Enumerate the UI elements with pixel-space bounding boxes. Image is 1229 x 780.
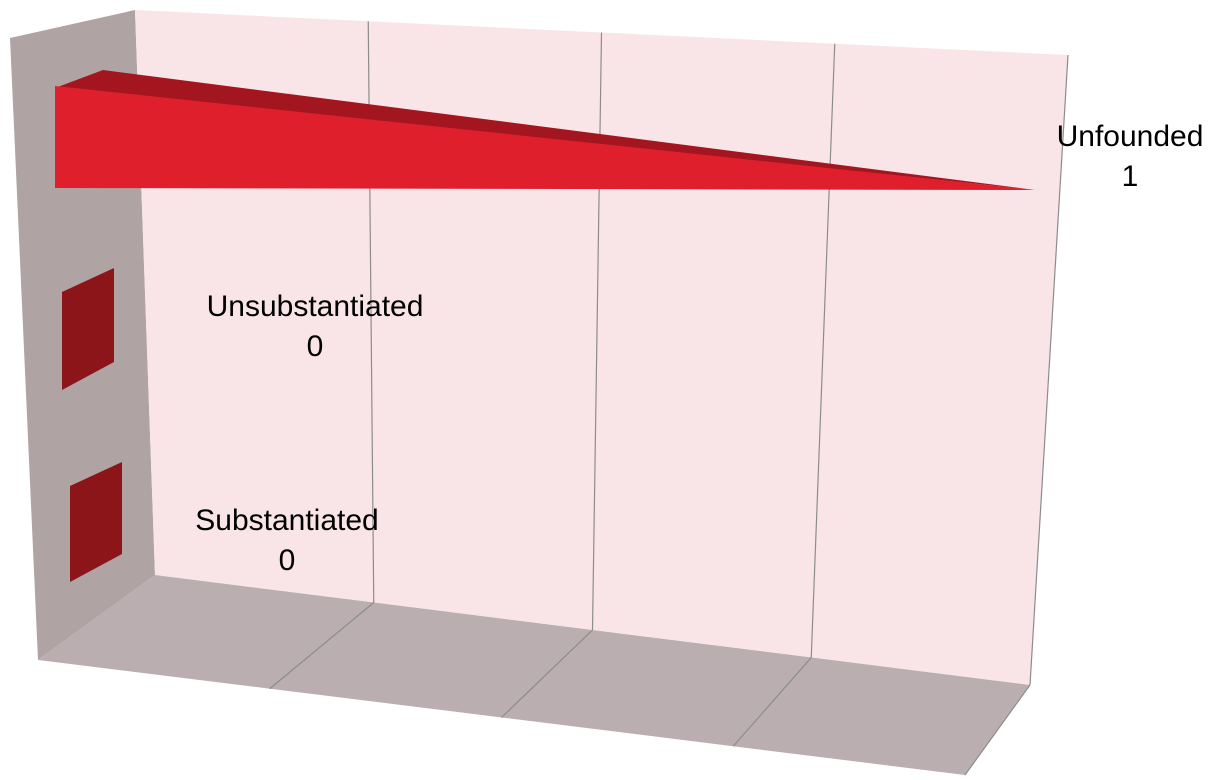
- data-label-unsubstantiated-value: 0: [307, 330, 324, 363]
- data-label-substantiated-value: 0: [279, 544, 296, 577]
- data-label-unfounded-name: Unfounded: [1057, 120, 1204, 153]
- data-label-unfounded-value: 1: [1122, 160, 1139, 193]
- data-label-substantiated-name: Substantiated: [195, 504, 378, 537]
- data-label-unsubstantiated-name: Unsubstantiated: [207, 290, 424, 323]
